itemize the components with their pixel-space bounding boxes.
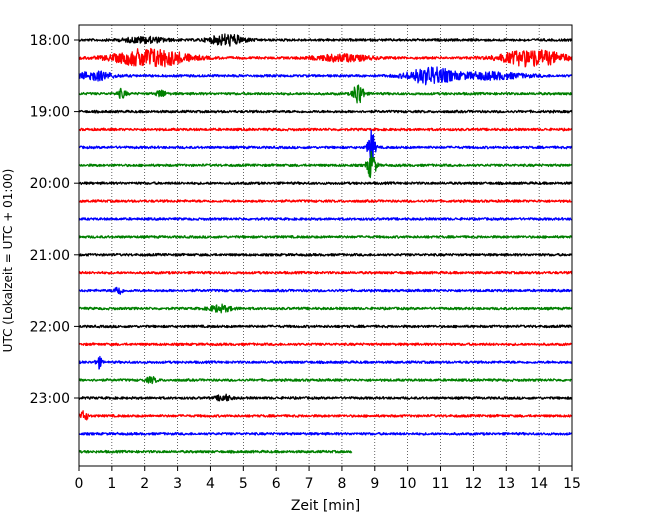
- y-axis-ticks: 18:00 19:00 20:00 21:00 22:00 23:00: [30, 33, 79, 407]
- x-tick-label: 9: [370, 476, 379, 492]
- x-tick-label: 5: [239, 476, 248, 492]
- trace-1815: [78, 47, 573, 68]
- trace-2030: [78, 217, 573, 221]
- x-tick-label: 13: [497, 476, 515, 492]
- y-axis-label: UTC (Lokalzeit = UTC + 01:00): [1, 169, 15, 353]
- traces-layer: [78, 33, 573, 454]
- y-tick-label: 19:00: [30, 105, 70, 121]
- x-tick-label: 11: [432, 476, 450, 492]
- x-tick-label: 10: [399, 476, 417, 492]
- x-tick-label: 3: [173, 476, 182, 492]
- trace-2130: [78, 286, 573, 295]
- x-tick-label: 2: [140, 476, 149, 492]
- trace-1930: [78, 129, 573, 163]
- trace-2045: [78, 235, 573, 239]
- trace-2300: [78, 393, 573, 402]
- trace-1945: [78, 150, 573, 179]
- trace-2145: [78, 303, 573, 314]
- y-tick-label: 18:00: [30, 33, 70, 49]
- x-tick-label: 1: [107, 476, 116, 492]
- x-tick-label: 14: [530, 476, 548, 492]
- trace-2115: [78, 270, 573, 275]
- x-axis-label: Zeit [min]: [291, 498, 360, 514]
- x-tick-label: 12: [464, 476, 482, 492]
- y-tick-label: 20:00: [30, 176, 70, 192]
- x-tick-label: 6: [272, 476, 281, 492]
- y-tick-label: 21:00: [30, 248, 70, 264]
- x-tick-label: 0: [75, 476, 84, 492]
- trace-1900: [78, 109, 573, 114]
- trace-2330: [78, 431, 573, 436]
- grid-layer: [111, 25, 540, 466]
- trace-2015: [78, 199, 573, 204]
- x-tick-label: 8: [337, 476, 346, 492]
- plot-frame: [78, 24, 573, 467]
- trace-2215: [78, 342, 573, 347]
- trace-1845: [78, 84, 573, 104]
- trace-1915: [78, 127, 573, 132]
- x-tick-label: 15: [563, 476, 581, 492]
- trace-1800: [78, 33, 573, 47]
- trace-2230: [78, 355, 573, 370]
- y-tick-label: 22:00: [30, 319, 70, 335]
- trace-2245: [78, 375, 573, 385]
- x-tick-label: 4: [206, 476, 215, 492]
- x-axis-ticks: 0 1 2 3 4 5 6 7 8 9 10 11 12 13 14 15: [75, 466, 581, 492]
- trace-1830: [78, 66, 573, 86]
- trace-2200: [78, 324, 573, 329]
- trace-2000: [78, 181, 573, 186]
- trace-2100: [78, 252, 573, 257]
- trace-2345: [78, 449, 353, 454]
- trace-2315: [78, 410, 573, 421]
- x-tick-label: 7: [305, 476, 314, 492]
- y-tick-label: 23:00: [30, 391, 70, 407]
